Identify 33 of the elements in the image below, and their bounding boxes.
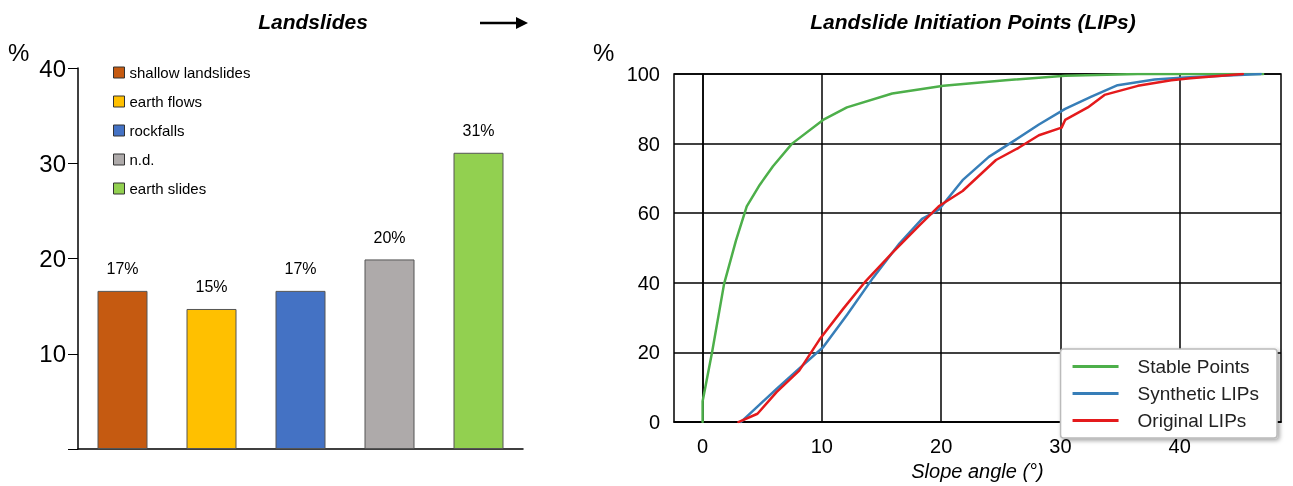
y-tick-label: 20	[637, 341, 660, 364]
x-tick-label: 20	[930, 435, 953, 458]
legend-label: rockfalls	[129, 122, 185, 139]
legend-label: Original LIPs	[1137, 410, 1247, 431]
y-tick-label: 20	[39, 245, 66, 272]
y-axis-title: %	[593, 38, 615, 66]
y-tick-label: 80	[637, 132, 660, 155]
y-tick-label: 0	[648, 411, 660, 434]
y-tick-label: 30	[39, 149, 66, 177]
y-tick-label: 10	[39, 340, 66, 368]
chart-title: Landslide Initiation Points (LIPs)	[810, 10, 1136, 33]
x-tick-label: 40	[1168, 435, 1191, 458]
data-label: 31%	[462, 122, 495, 140]
legend-label: Stable Points	[1137, 356, 1250, 377]
legend-label: shallow landslides	[129, 64, 251, 81]
data-label: 20%	[373, 228, 406, 246]
y-tick-label: 40	[637, 271, 660, 294]
legend-label: earth flows	[129, 93, 203, 110]
data-label: 17%	[284, 260, 317, 278]
x-tick-label: 30	[1049, 435, 1072, 458]
x-tick-label: 10	[810, 435, 833, 458]
data-label: 17%	[106, 260, 139, 278]
data-label: 15%	[195, 278, 228, 296]
y-tick-label: 100	[626, 63, 660, 85]
legend-label: n.d.	[129, 151, 155, 168]
y-tick-label: 40	[39, 54, 66, 82]
x-axis-title: Slope angle (°)	[911, 460, 1044, 482]
y-tick-label: 60	[637, 202, 660, 225]
chart-title: Landslides	[258, 10, 368, 33]
y-axis-title: %	[8, 38, 30, 66]
legend-label: Synthetic LIPs	[1137, 383, 1259, 404]
x-tick-label: 0	[697, 435, 709, 458]
legend-label: earth slides	[129, 180, 207, 197]
